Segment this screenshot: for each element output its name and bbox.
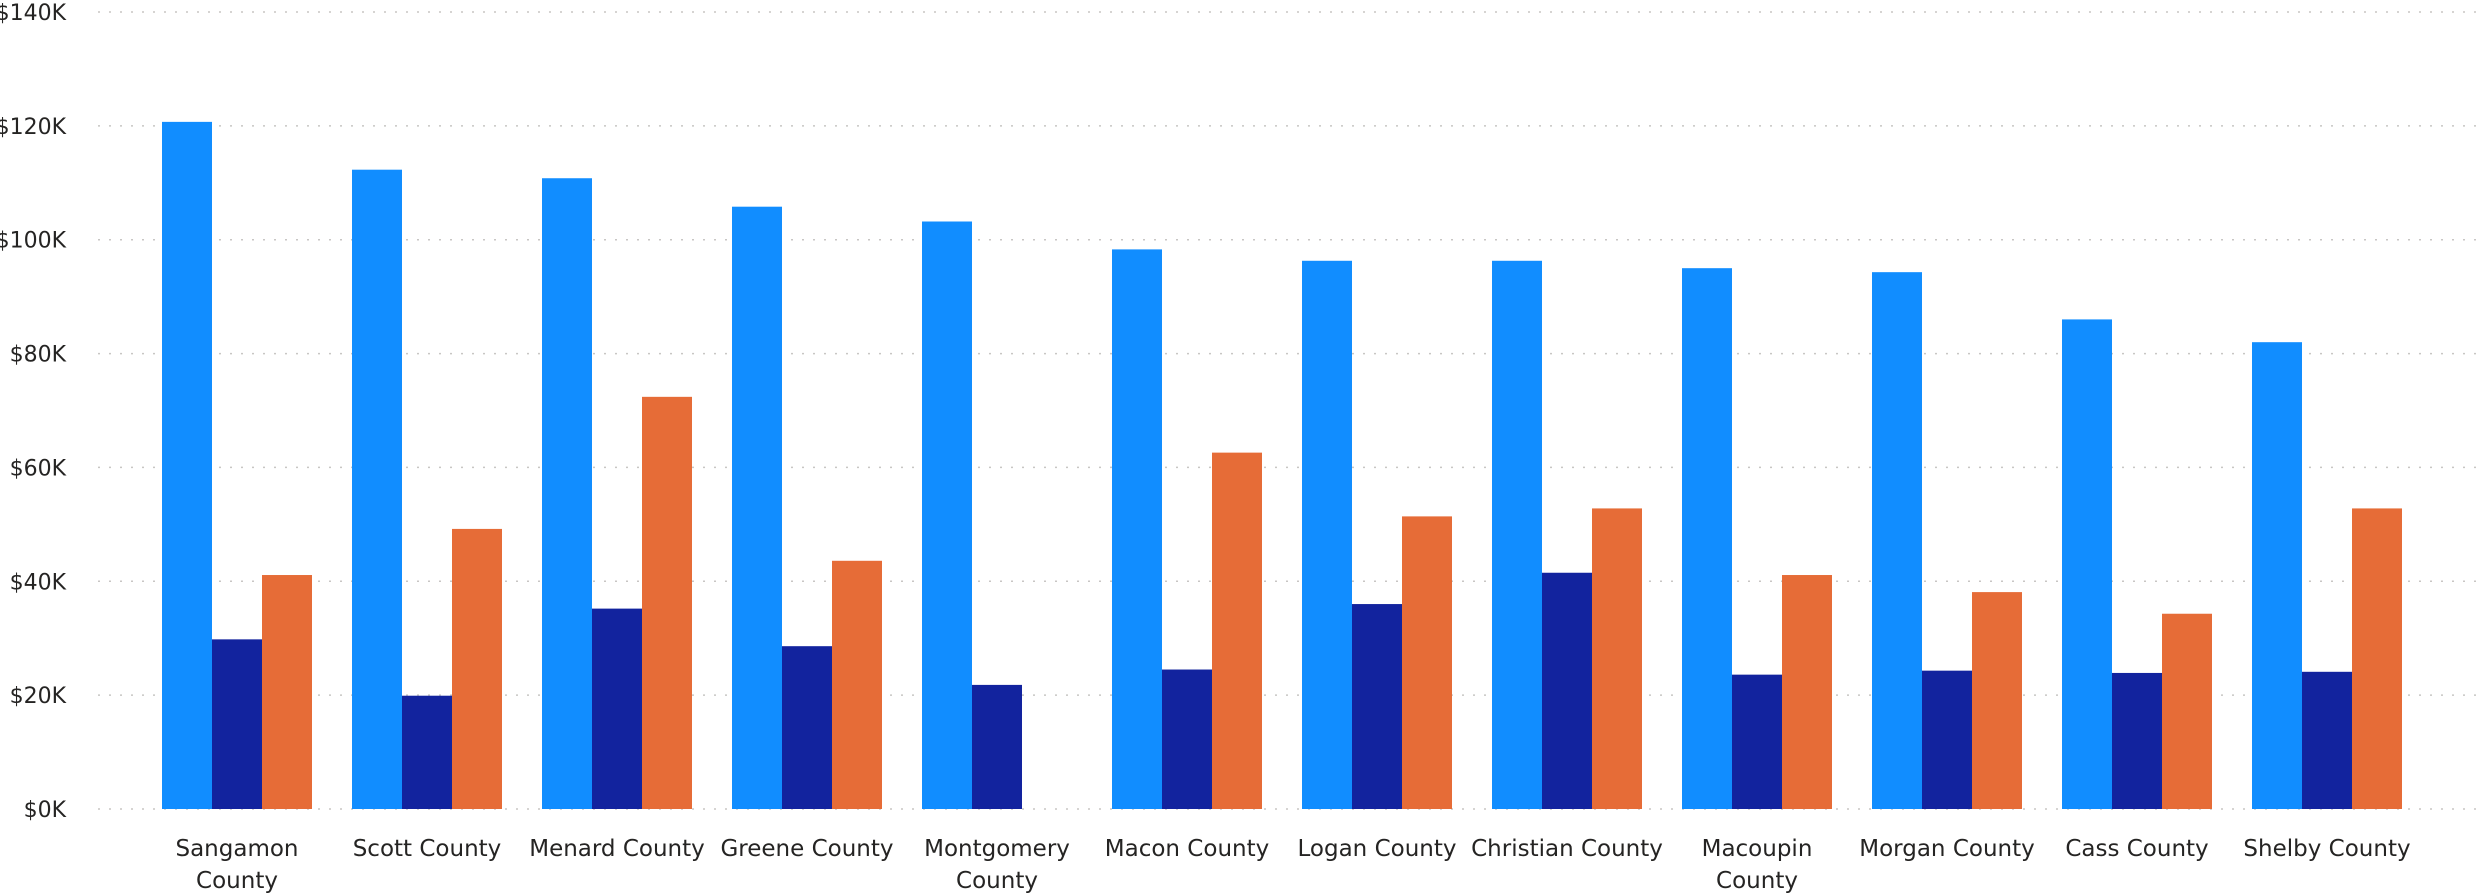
bar[interactable] <box>402 695 452 809</box>
bar[interactable] <box>732 206 782 810</box>
bar[interactable] <box>1922 670 1972 809</box>
bar[interactable] <box>1782 575 1832 809</box>
bar[interactable] <box>1302 260 1352 810</box>
x-category-label: Christian County <box>1471 836 1663 862</box>
x-category-label: Macon County <box>1105 836 1269 862</box>
x-category-label: Shelby County <box>2243 836 2410 862</box>
y-tick-label: $140K <box>0 1 67 26</box>
bar[interactable] <box>352 169 402 809</box>
y-tick-label: $120K <box>0 115 67 140</box>
bar[interactable] <box>592 608 642 809</box>
bar[interactable] <box>972 684 1022 809</box>
bar[interactable] <box>542 178 592 809</box>
x-category-label: Cass County <box>2065 836 2208 862</box>
y-tick-label: $0K <box>24 798 67 823</box>
bar[interactable] <box>642 396 692 809</box>
bar[interactable] <box>1492 260 1542 810</box>
bar[interactable] <box>1972 592 2022 809</box>
bar[interactable] <box>162 121 212 810</box>
bar[interactable] <box>2302 671 2352 809</box>
y-tick-label: $60K <box>10 456 67 481</box>
x-category-label: Logan County <box>1298 836 1457 862</box>
bar[interactable] <box>1542 572 1592 809</box>
bar[interactable] <box>2252 342 2302 809</box>
bar[interactable] <box>1212 452 1262 809</box>
x-axis-categories: Sangamon County Scott County Menard County G… <box>175 836 2410 894</box>
bar[interactable] <box>1872 272 1922 809</box>
bar[interactable] <box>2062 319 2112 809</box>
y-axis-ticks: $0K $20K $40K $60K $80K $100K $120K $140K <box>0 1 67 823</box>
x-category-label: Morgan County <box>1859 836 2034 862</box>
bar[interactable] <box>212 639 262 809</box>
x-category-label: Sangamon County <box>175 836 298 894</box>
y-tick-label: $100K <box>0 229 67 254</box>
bar[interactable] <box>1402 516 1452 809</box>
bar[interactable] <box>2352 508 2402 809</box>
x-category-label: Macoupin County <box>1702 836 1813 894</box>
bar[interactable] <box>922 221 972 810</box>
x-category-label: Menard County <box>529 836 705 862</box>
bar[interactable] <box>832 560 882 809</box>
bar[interactable] <box>452 528 502 809</box>
bar[interactable] <box>1112 249 1162 809</box>
bars <box>162 121 2402 810</box>
y-tick-label: $80K <box>10 343 67 368</box>
bar[interactable] <box>262 575 312 809</box>
bar[interactable] <box>1682 268 1732 809</box>
bar[interactable] <box>782 646 832 809</box>
bar[interactable] <box>1352 604 1402 809</box>
y-tick-label: $20K <box>10 684 67 709</box>
x-category-label: Greene County <box>720 836 893 862</box>
bar[interactable] <box>1732 674 1782 809</box>
x-category-label: Scott County <box>353 836 502 862</box>
x-category-label: Montgomery County <box>924 836 1070 894</box>
bar[interactable] <box>1592 508 1642 809</box>
bar[interactable] <box>2162 613 2212 809</box>
bar[interactable] <box>1162 669 1212 809</box>
y-tick-label: $40K <box>10 570 67 595</box>
bar[interactable] <box>2112 672 2162 809</box>
